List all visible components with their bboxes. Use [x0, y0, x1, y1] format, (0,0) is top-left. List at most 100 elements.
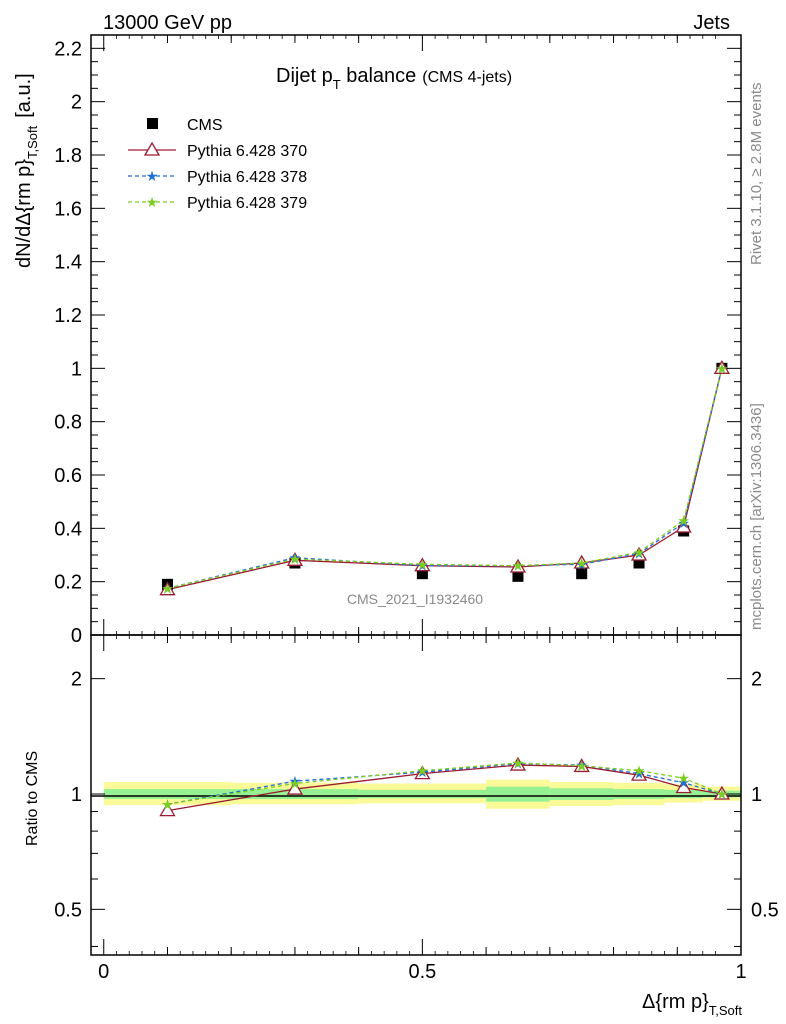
legend-entry-370: Pythia 6.428 370	[128, 141, 307, 160]
data-point-star: ★	[575, 556, 588, 572]
data-point-triangle	[630, 766, 648, 781]
data-point-triangle	[573, 758, 590, 773]
data-point-star: ★	[633, 544, 646, 560]
ratio-series-group: ★★★★ ★★★★★★★ ★ ★ ★ ★★	[159, 755, 731, 817]
main-ytick-label: 0.4	[54, 518, 82, 540]
ratio-band-inner	[664, 789, 703, 799]
series-line	[167, 368, 723, 589]
data-point-star: ★	[716, 360, 729, 376]
data-point-cms	[416, 568, 428, 580]
data-point-cms	[633, 557, 645, 569]
data-point-star: ★	[416, 556, 429, 572]
main-ytick-label: 0.6	[54, 465, 82, 487]
main-ytick-label: 1	[71, 358, 82, 380]
ratio-ytick-label-right: 1	[751, 784, 762, 806]
data-point-star: ★	[677, 512, 690, 528]
data-point-star: ★	[633, 766, 646, 782]
ratio-band-inner	[103, 789, 232, 800]
main-ytick-label: 0	[71, 625, 82, 647]
ylabel-main: dN/dΔ{rm p}	[13, 159, 35, 268]
ratio-ytick-label-right: 2	[751, 669, 762, 691]
data-point-star: ★	[633, 763, 646, 779]
xlabel-main: Δ{rm p}	[642, 991, 709, 1013]
data-point-cms	[576, 568, 588, 580]
header-energy-label: 13000 GeV pp	[103, 12, 232, 34]
data-point-star: ★	[161, 580, 174, 596]
data-point-star: ★	[716, 786, 729, 802]
data-point-star: ★	[512, 755, 525, 771]
ratio-y-tick-labels: 0.5 0.5 1 1 2 2	[54, 669, 779, 922]
main-y-axis-label: dN/dΔ{rm p}T,Soft [a.u.]	[13, 73, 40, 268]
data-point-star: ★	[512, 558, 525, 574]
legend-marker-370	[143, 141, 161, 156]
data-point-star: ★	[161, 796, 174, 812]
legend-entry-379: ★ Pythia 6.428 379	[128, 194, 307, 212]
data-point-triangle	[630, 546, 648, 561]
header-jets-label: Jets	[693, 12, 730, 34]
ratio-uncertainty-bands	[103, 779, 741, 809]
legend-label-378: Pythia 6.428 378	[187, 169, 307, 186]
main-axis-ticks	[91, 34, 742, 636]
title-sub: T	[333, 77, 341, 92]
main-ytick-label: 1.4	[54, 252, 82, 274]
data-point-star: ★	[289, 550, 302, 566]
data-point-star: ★	[161, 580, 174, 596]
legend-label-cms: CMS	[187, 117, 223, 134]
data-point-star: ★	[416, 763, 429, 779]
data-point-star: ★	[575, 758, 588, 774]
data-point-triangle	[573, 554, 590, 569]
ylabel-sub: T,Soft	[25, 125, 40, 159]
ratio-ytick-label: 2	[71, 669, 82, 691]
legend-marker-379: ★	[146, 194, 159, 210]
data-point-star: ★	[289, 551, 302, 567]
ratio-xtick-label: 0	[98, 961, 109, 983]
data-point-star: ★	[289, 776, 302, 792]
ratio-axis-ticks	[91, 635, 742, 955]
ratio-xtick-label: 0.5	[408, 961, 436, 983]
series-line	[167, 368, 723, 589]
data-point-triangle	[675, 518, 692, 533]
data-point-star: ★	[416, 764, 429, 780]
ylabel-unit: [a.u.]	[13, 73, 35, 117]
data-point-triangle	[713, 785, 731, 800]
legend-label-379: Pythia 6.428 379	[187, 195, 307, 212]
data-point-star: ★	[416, 558, 429, 574]
ratio-ytick-label: 0.5	[54, 899, 82, 921]
ratio-x-tick-labels: 0 0.5 1	[98, 961, 746, 983]
series-line	[167, 764, 722, 812]
legend-label-370: Pythia 6.428 370	[187, 143, 307, 160]
main-ytick-label: 2.2	[54, 38, 82, 60]
ratio-band-inner	[549, 788, 614, 800]
main-ytick-label: 0.2	[54, 572, 82, 594]
ratio-band-inner	[613, 789, 665, 800]
mcplots-label: mcplots.cern.ch [arXiv:1306.3436]	[748, 403, 765, 630]
legend-entry-cms: CMS	[147, 117, 223, 134]
main-y-tick-labels: 0 0.2 0.4 0.6 0.8 1 1.2 1.4 1.6 1.8 2 2.2	[54, 38, 82, 647]
data-point-triangle	[414, 557, 431, 572]
main-ytick-label: 1.2	[54, 305, 82, 327]
main-ytick-label: 1.6	[54, 198, 82, 220]
ratio-ytick-label-right: 0.5	[751, 899, 779, 921]
xlabel-sub: T,Soft	[709, 1003, 743, 1018]
ratio-ytick-label: 1	[71, 784, 82, 806]
legend-entry-378: ★ Pythia 6.428 378	[128, 168, 307, 186]
main-ytick-label: 1.8	[54, 145, 82, 167]
data-point-star: ★	[677, 515, 690, 531]
data-point-triangle	[159, 802, 176, 817]
main-ytick-label: 0.8	[54, 412, 82, 434]
plot-title: Dijet pT balance (CMS 4-jets)	[276, 65, 512, 92]
legend-marker-cms	[147, 118, 158, 129]
data-point-star: ★	[716, 786, 729, 802]
ratio-xtick-label: 1	[735, 961, 746, 983]
main-ytick-label: 2	[71, 92, 82, 114]
data-point-star: ★	[716, 360, 729, 376]
legend-marker-378: ★	[146, 168, 159, 184]
ratio-x-axis-label: Δ{rm p}T,Soft	[642, 991, 742, 1018]
data-point-triangle	[414, 765, 431, 780]
title-rest: balance	[341, 65, 417, 87]
ratio-y-axis-label: Ratio to CMS	[24, 751, 41, 846]
data-point-triangle	[509, 756, 527, 771]
ratio-band-inner	[358, 789, 487, 799]
analysis-watermark: CMS_2021_I1932460	[347, 591, 483, 607]
